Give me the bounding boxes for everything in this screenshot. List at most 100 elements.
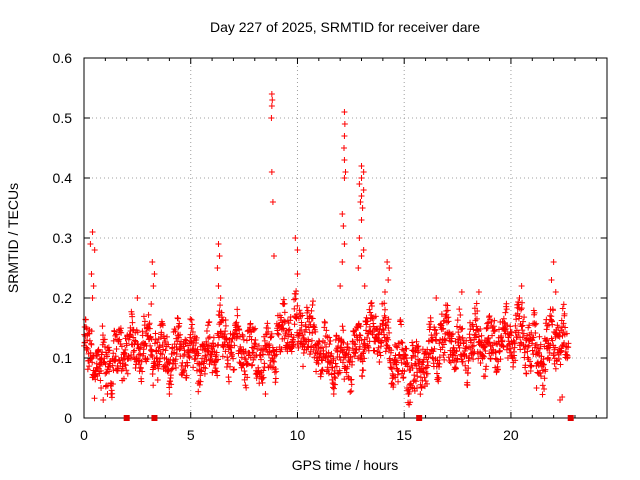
data-point xyxy=(225,374,232,381)
data-point xyxy=(499,337,506,344)
data-point xyxy=(366,328,373,335)
data-point xyxy=(372,313,379,320)
data-point xyxy=(99,323,106,330)
data-point xyxy=(473,300,480,307)
low-point xyxy=(98,385,105,391)
data-point xyxy=(537,373,544,380)
data-point xyxy=(550,350,557,357)
data-point xyxy=(518,306,525,313)
data-point xyxy=(278,346,285,353)
data-point xyxy=(113,331,120,338)
data-point xyxy=(347,388,354,395)
spike-point xyxy=(268,115,275,121)
data-point xyxy=(528,362,535,369)
data-point xyxy=(536,345,543,352)
data-point xyxy=(269,344,276,351)
data-point xyxy=(381,306,388,313)
data-point xyxy=(356,343,363,350)
data-point xyxy=(445,318,452,325)
data-point xyxy=(159,351,166,358)
data-point xyxy=(352,341,359,348)
data-point xyxy=(230,355,237,362)
data-point xyxy=(86,337,93,344)
data-point xyxy=(228,344,235,351)
low-point xyxy=(533,385,540,391)
data-point xyxy=(456,333,463,340)
data-point xyxy=(281,309,288,316)
data-point xyxy=(260,351,267,358)
spike-point xyxy=(357,199,364,205)
data-point xyxy=(295,344,302,351)
data-point xyxy=(563,330,570,337)
data-point xyxy=(234,312,241,319)
data-point xyxy=(233,319,240,326)
low-point xyxy=(166,391,173,397)
data-point xyxy=(322,319,329,326)
spike-point xyxy=(360,247,367,253)
data-point xyxy=(452,365,459,372)
data-point xyxy=(409,342,416,349)
data-point xyxy=(87,355,94,362)
data-point xyxy=(167,372,174,379)
spike-point xyxy=(342,169,349,175)
data-point xyxy=(268,330,275,337)
data-point xyxy=(361,355,368,362)
data-point xyxy=(201,346,208,353)
data-point xyxy=(531,309,538,316)
data-point xyxy=(193,334,200,341)
data-point xyxy=(459,358,466,365)
data-point xyxy=(106,358,113,365)
data-point xyxy=(110,350,117,357)
data-point xyxy=(559,305,566,312)
data-point xyxy=(309,315,316,322)
data-point xyxy=(188,316,195,323)
data-point xyxy=(267,334,274,341)
data-point xyxy=(539,391,546,398)
y-tick-label: 0.2 xyxy=(53,290,73,306)
data-point xyxy=(386,329,393,336)
data-point xyxy=(520,318,527,325)
data-point xyxy=(404,363,411,370)
data-point xyxy=(316,338,323,345)
data-point xyxy=(502,309,509,316)
data-point xyxy=(163,333,170,340)
spike-point xyxy=(337,283,344,289)
x-tick-label: 0 xyxy=(80,427,88,443)
spike-point xyxy=(91,247,98,253)
data-point xyxy=(194,346,201,353)
data-point xyxy=(395,378,402,385)
spike-point xyxy=(268,91,275,97)
data-point xyxy=(282,318,289,325)
data-point xyxy=(260,367,267,374)
data-point xyxy=(176,320,183,327)
low-point xyxy=(559,394,566,400)
data-point xyxy=(440,341,447,348)
data-point xyxy=(459,334,466,341)
spike-point xyxy=(216,253,223,259)
data-point xyxy=(197,372,204,379)
data-point xyxy=(348,388,355,395)
data-point xyxy=(360,348,367,355)
data-point xyxy=(325,366,332,373)
data-point xyxy=(152,330,159,337)
data-point xyxy=(115,365,122,372)
data-point xyxy=(236,359,243,366)
spike-point xyxy=(341,175,348,181)
data-point xyxy=(346,347,353,354)
data-point xyxy=(270,357,277,364)
data-point xyxy=(221,331,228,338)
data-point xyxy=(544,345,551,352)
data-point xyxy=(120,375,127,382)
data-point xyxy=(424,380,431,387)
data-point xyxy=(490,323,497,330)
data-point xyxy=(321,339,328,346)
data-point xyxy=(516,313,523,320)
data-point xyxy=(280,325,287,332)
data-point xyxy=(411,372,418,379)
data-point xyxy=(390,381,397,388)
spike-point xyxy=(148,301,155,307)
spike-point xyxy=(214,265,221,271)
data-point xyxy=(560,320,567,327)
data-point xyxy=(271,369,278,376)
data-point xyxy=(469,343,476,350)
